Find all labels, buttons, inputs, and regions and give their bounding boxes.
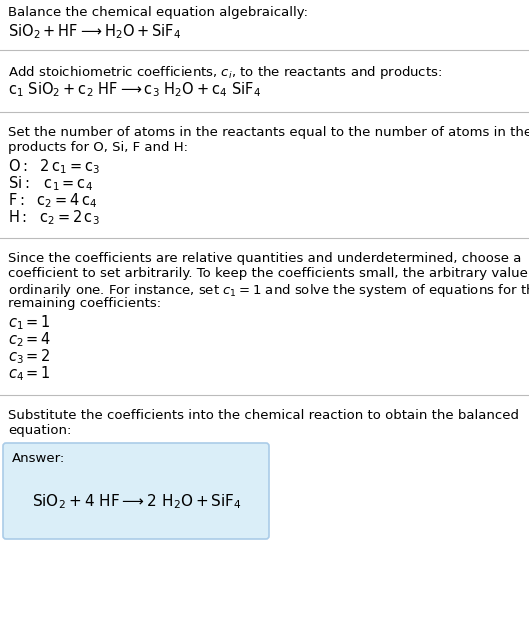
Text: $\mathrm{O:\!\!\quad 2\,c_1 = c_3}$: $\mathrm{O:\!\!\quad 2\,c_1 = c_3}$ xyxy=(8,157,101,176)
Text: $\mathrm{H:\!\!\quad c_2 = 2\,c_3}$: $\mathrm{H:\!\!\quad c_2 = 2\,c_3}$ xyxy=(8,208,100,227)
Text: $\mathrm{c_1\ SiO_2 + c_2\ HF \longrightarrow c_3\ H_2O + c_4\ SiF_4}$: $\mathrm{c_1\ SiO_2 + c_2\ HF \longright… xyxy=(8,80,261,98)
Text: coefficient to set arbitrarily. To keep the coefficients small, the arbitrary va: coefficient to set arbitrarily. To keep … xyxy=(8,267,529,280)
Text: $c_4 = 1$: $c_4 = 1$ xyxy=(8,364,51,382)
Text: Answer:: Answer: xyxy=(12,452,65,465)
Text: Since the coefficients are relative quantities and underdetermined, choose a: Since the coefficients are relative quan… xyxy=(8,252,522,265)
Text: Substitute the coefficients into the chemical reaction to obtain the balanced: Substitute the coefficients into the che… xyxy=(8,409,519,422)
Text: $\mathrm{SiO_2 + HF \longrightarrow H_2O + SiF_4}$: $\mathrm{SiO_2 + HF \longrightarrow H_2O… xyxy=(8,22,181,41)
Text: Set the number of atoms in the reactants equal to the number of atoms in the: Set the number of atoms in the reactants… xyxy=(8,126,529,139)
Text: remaining coefficients:: remaining coefficients: xyxy=(8,297,161,310)
Text: $c_1 = 1$: $c_1 = 1$ xyxy=(8,313,51,332)
Text: $\mathrm{SiO_2 + 4\ HF \longrightarrow 2\ H_2O + SiF_4}$: $\mathrm{SiO_2 + 4\ HF \longrightarrow 2… xyxy=(32,492,242,511)
FancyBboxPatch shape xyxy=(3,443,269,539)
Text: Add stoichiometric coefficients, $c_i$, to the reactants and products:: Add stoichiometric coefficients, $c_i$, … xyxy=(8,64,442,81)
Text: ordinarily one. For instance, set $c_1 = 1$ and solve the system of equations fo: ordinarily one. For instance, set $c_1 =… xyxy=(8,282,529,299)
Text: $\mathrm{F:\!\!\quad c_2 = 4\,c_4}$: $\mathrm{F:\!\!\quad c_2 = 4\,c_4}$ xyxy=(8,191,97,209)
Text: Balance the chemical equation algebraically:: Balance the chemical equation algebraica… xyxy=(8,6,308,19)
Text: $c_2 = 4$: $c_2 = 4$ xyxy=(8,330,51,349)
Text: products for O, Si, F and H:: products for O, Si, F and H: xyxy=(8,141,188,154)
Text: $\mathrm{Si:\!\quad c_1 = c_4}$: $\mathrm{Si:\!\quad c_1 = c_4}$ xyxy=(8,174,93,192)
Text: equation:: equation: xyxy=(8,424,71,437)
Text: $c_3 = 2$: $c_3 = 2$ xyxy=(8,347,51,366)
